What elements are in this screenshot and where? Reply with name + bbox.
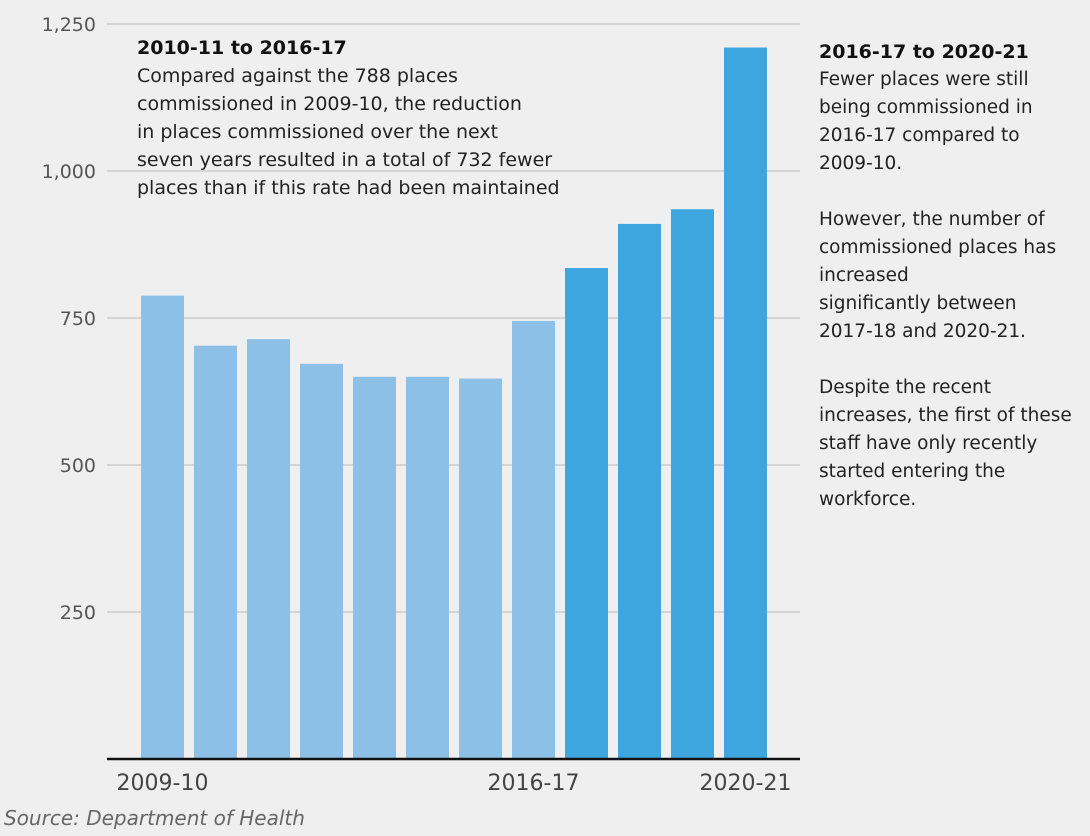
bar-2013-14: [353, 376, 396, 759]
x-tick-label: 2009-10: [117, 771, 209, 796]
bar-2009-10: [141, 295, 184, 759]
bar-2020-21: [724, 47, 767, 759]
annotation-left: 2010-11 to 2016-17 Compared against the …: [137, 34, 607, 202]
annotation-left-title: 2010-11 to 2016-17: [137, 37, 347, 59]
annotation-right-paragraph: Fewer places were still being commission…: [819, 69, 1033, 174]
annotation-right-paragraph: Despite the recent increases, the first …: [819, 377, 1072, 510]
y-tick-label: 500: [60, 455, 96, 477]
bar-2012-13: [300, 363, 343, 759]
source-note: Source: Department of Health: [4, 806, 305, 830]
bar-2014-15: [406, 376, 449, 759]
y-tick-label: 1,250: [42, 14, 96, 36]
bars: [141, 47, 767, 760]
bar-2018-19: [618, 223, 661, 760]
x-axis-ticks: 2009-10 2016-17 2020-21: [117, 771, 792, 796]
y-tick-label: 250: [60, 602, 96, 624]
x-tick-label: 2020-21: [700, 771, 792, 796]
annotation-right-title: 2016-17 to 2020-21: [819, 41, 1029, 63]
bar-2017-18: [565, 268, 608, 759]
annotation-right: 2016-17 to 2020-21 Fewer places were sti…: [819, 38, 1089, 542]
annotation-left-body: Compared against the 788 places commissi…: [137, 65, 560, 199]
x-tick-label: 2016-17: [488, 771, 580, 796]
bar-2019-20: [671, 209, 714, 760]
annotation-right-paragraph: However, the number of commissioned plac…: [819, 209, 1057, 342]
y-tick-label: 750: [60, 308, 96, 330]
y-tick-label: 1,000: [42, 161, 96, 183]
bar-2016-17: [512, 320, 555, 759]
bar-2015-16: [459, 378, 502, 759]
bar-2011-12: [247, 339, 290, 759]
y-axis-ticks: 250 500 750 1,000 1,250: [42, 14, 96, 624]
bar-2010-11: [194, 345, 237, 759]
